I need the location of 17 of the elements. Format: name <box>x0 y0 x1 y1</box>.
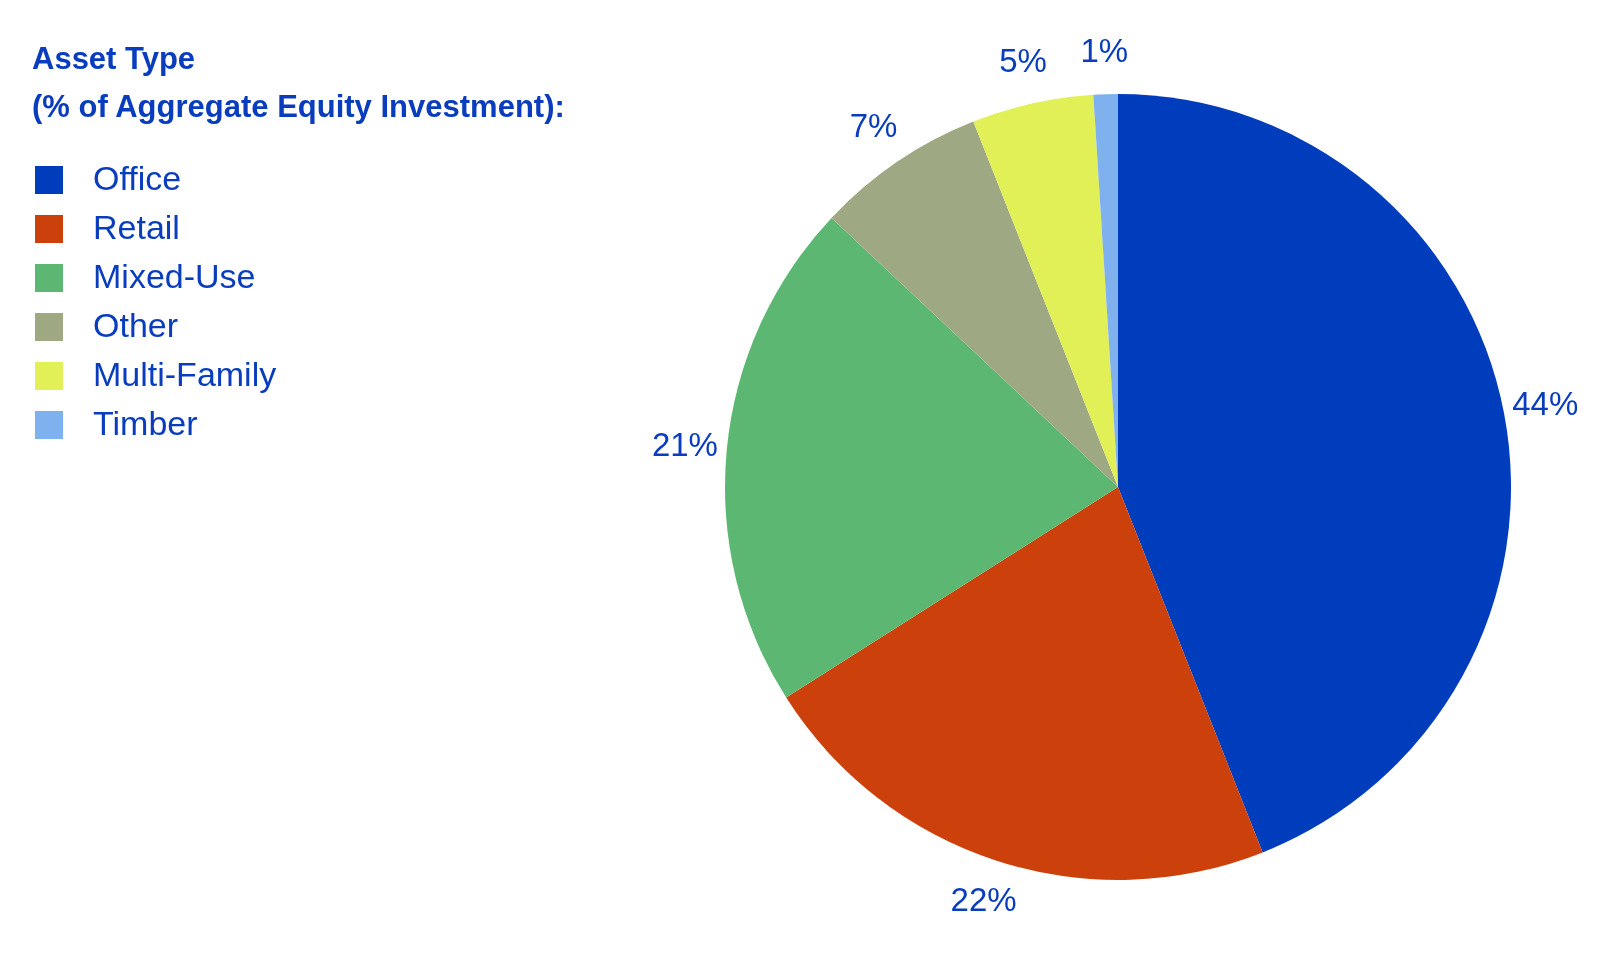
data-label: 22% <box>950 880 1017 918</box>
data-label: 21% <box>651 426 718 464</box>
data-label: 44% <box>1512 385 1579 423</box>
legend-label: Mixed-Use <box>93 257 256 295</box>
legend-title: Asset Type (% of Aggregate Equity Investment): <box>32 41 565 124</box>
data-label: 7% <box>849 107 898 145</box>
legend-label: Timber <box>93 404 198 442</box>
legend-label: Office <box>93 159 182 197</box>
legend-label: Retail <box>93 208 180 246</box>
data-label: 5% <box>999 42 1047 80</box>
pie-slice <box>973 94 1118 487</box>
legend-label: Multi-Family <box>93 355 277 393</box>
legend-label: Other <box>93 306 179 344</box>
pie-slice <box>1118 94 1511 853</box>
pie-slice <box>786 487 1263 880</box>
pie-slice <box>725 217 1118 698</box>
data-label: 1% <box>1080 32 1129 70</box>
